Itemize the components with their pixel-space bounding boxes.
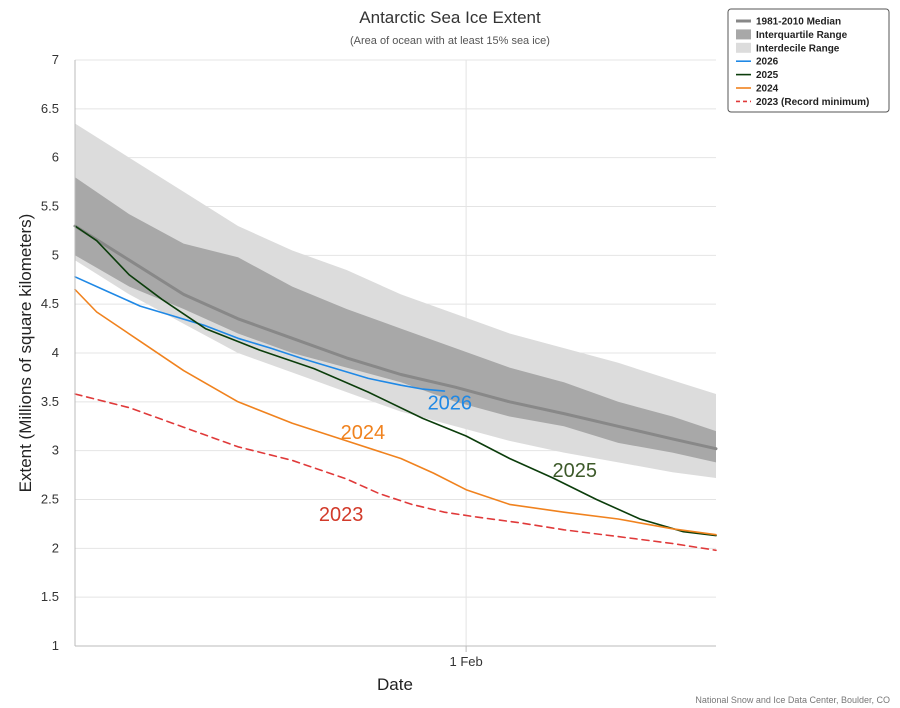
legend-label: 2025 [756, 70, 779, 81]
y-tick-label: 3.5 [41, 394, 59, 409]
series-line-2024 [74, 288, 717, 536]
annotation-2023: 2023 [319, 504, 364, 526]
series-line-2023 [74, 393, 717, 552]
y-tick-label: 1.5 [41, 589, 59, 604]
annotation-2026: 2026 [428, 393, 473, 415]
y-tick-label: 6.5 [41, 101, 59, 116]
x-axis-title: Date [377, 675, 413, 694]
y-axis-title: Extent (Millions of square kilometers) [16, 214, 35, 493]
annotation-2025: 2025 [553, 460, 598, 482]
chart-subtitle: (Area of ocean with at least 15% sea ice… [350, 35, 550, 47]
series-line-1981-2010 [73, 224, 718, 451]
y-tick-label: 1 [52, 638, 59, 653]
y-tick-label: 6 [52, 150, 59, 165]
legend-label: Interdecile Range [756, 43, 840, 54]
y-axis-ticks: 1 1.5 2 2.5 3 3.5 4 4.5 5 5.5 6 6.5 7 [41, 52, 59, 653]
legend: 1981-2010 Median Interquartile Range Inter… [727, 8, 890, 113]
y-tick-label: 2.5 [41, 492, 59, 507]
series-line-2026 [74, 275, 446, 392]
range-bands [75, 123, 716, 478]
legend-swatch [736, 42, 751, 53]
legend-label: 2023 (Record minimum) [756, 97, 869, 108]
legend-label: Interquartile Range [756, 30, 848, 41]
credit-text: National Snow and Ice Data Center, Bould… [695, 695, 890, 705]
legend-box [727, 8, 890, 113]
y-tick-label: 5.5 [41, 199, 59, 214]
y-tick-label: 4.5 [41, 296, 59, 311]
x-axis-ticks: 1 Feb [449, 646, 483, 669]
x-tick-label: 1 Feb [449, 654, 482, 669]
series-annotations: 2026 2024 2025 2023 [319, 393, 597, 526]
y-tick-label: 2 [52, 540, 59, 555]
chart-title: Antarctic Sea Ice Extent [359, 8, 541, 27]
data-series [73, 224, 718, 552]
interquartile-range-band [75, 177, 716, 463]
series-line-2025 [74, 225, 717, 537]
legend-label: 2024 [756, 84, 779, 95]
legend-label: 2026 [756, 57, 779, 68]
annotation-2024: 2024 [341, 422, 386, 444]
y-tick-label: 7 [52, 52, 59, 67]
y-tick-label: 4 [52, 345, 59, 360]
legend-swatch [736, 29, 751, 40]
legend-label: 1981-2010 Median [756, 17, 841, 28]
y-tick-label: 5 [52, 247, 59, 262]
y-tick-label: 3 [52, 443, 59, 458]
